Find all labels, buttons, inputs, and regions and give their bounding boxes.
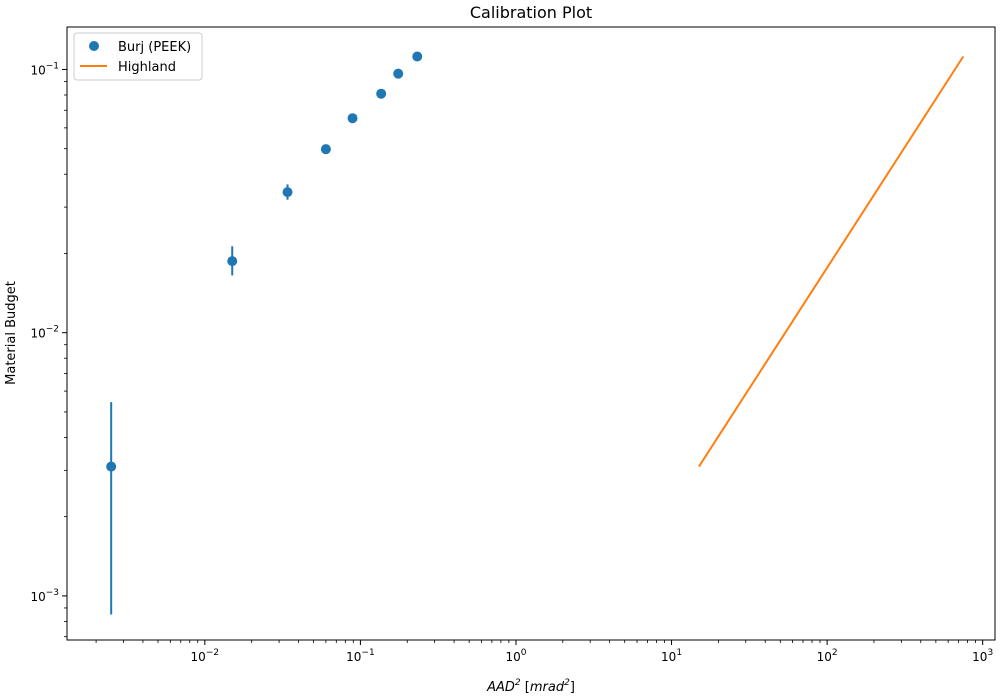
x-tick-label: 103 — [972, 648, 993, 664]
highland-line — [698, 55, 965, 468]
data-point — [106, 461, 117, 472]
legend-box — [73, 32, 203, 81]
data-point — [412, 51, 423, 62]
x-axis-ticks: 10−2 10−1 100 101 102 103 — [95, 640, 993, 664]
x-tick-label: 102 — [817, 648, 838, 664]
plot-frame — [66, 26, 996, 641]
legend: Burj (PEEK) Highland — [73, 32, 203, 81]
legend-label: Highland — [118, 60, 176, 75]
data-point — [376, 88, 387, 99]
data-point — [393, 68, 404, 79]
data-point — [282, 187, 293, 198]
y-axis-label: Material Budget — [4, 281, 19, 385]
legend-label: Burj (PEEK) — [118, 40, 191, 55]
x-tick-label: 10−2 — [191, 648, 220, 664]
y-tick-label: 10−3 — [30, 588, 59, 604]
x-tick-label: 101 — [661, 648, 682, 664]
y-tick-label: 10−1 — [30, 61, 59, 77]
chart-title: Calibration Plot — [470, 3, 592, 22]
y-tick-label: 10−2 — [30, 325, 59, 341]
plot-area — [106, 51, 965, 615]
data-point — [320, 144, 331, 155]
y-axis-ticks: 10−3 10−2 10−1 — [30, 61, 67, 638]
x-axis-label: AAD2 [mrad2] — [486, 678, 575, 695]
x-tick-label: 100 — [505, 648, 526, 664]
data-point — [347, 113, 358, 124]
legend-swatch-marker — [89, 41, 99, 51]
data-point — [227, 256, 238, 267]
x-tick-label: 10−1 — [346, 648, 375, 664]
